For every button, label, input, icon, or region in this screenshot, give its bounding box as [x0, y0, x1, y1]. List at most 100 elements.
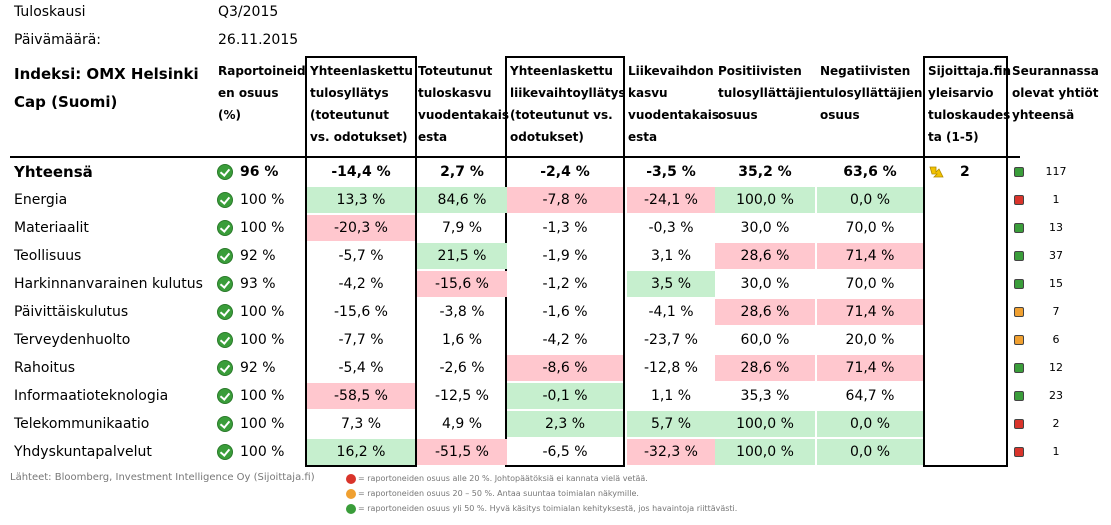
- positive-cell: 35,3 %: [740, 388, 790, 404]
- orange-status-icon: [346, 488, 356, 499]
- check-icon: [217, 444, 233, 460]
- company-count: 1: [1052, 193, 1060, 206]
- earnings-surprise-column-box: [305, 56, 417, 467]
- revenue-growth-cell: 3,1 %: [650, 248, 692, 264]
- sector-name: Informaatioteknologia: [14, 388, 169, 404]
- reported-share: 92 %: [240, 360, 276, 376]
- reported-share: 100 %: [240, 388, 285, 404]
- earnings-surprise-cell: -58,5 %: [307, 383, 415, 409]
- reported-share: 100 %: [240, 332, 285, 348]
- total-revenue-surprise: -2,4 %: [540, 164, 590, 180]
- total-revenue-growth: -3,5 %: [646, 164, 696, 180]
- reported-share: 93 %: [240, 276, 276, 292]
- table-row: Päivittäiskulutus 100 % -15,6 % -3,8 % -1,6 …: [0, 298, 1111, 326]
- legend-orange-text: = raportoneiden osuus 20 – 50 %. Antaa s…: [358, 489, 639, 498]
- revenue-growth-cell: -32,3 %: [627, 439, 715, 465]
- revenue-surprise-cell: -6,5 %: [542, 444, 588, 460]
- revenue-surprise-cell: 2,3 %: [507, 411, 623, 437]
- earnings-growth-cell: 7,9 %: [441, 220, 483, 236]
- legend-green-text: = raportoneiden osuus yli 50 %. Hyvä käs…: [358, 504, 738, 513]
- status-square-icon: [1014, 167, 1024, 177]
- date-value: 26.11.2015: [218, 32, 299, 48]
- sector-name: Yhdyskuntapalvelut: [14, 444, 152, 460]
- negative-cell: 71,4 %: [817, 355, 923, 381]
- earnings-growth-cell: -12,5 %: [435, 388, 489, 404]
- earnings-growth-cell: -3,8 %: [439, 304, 485, 320]
- check-icon: [217, 192, 233, 208]
- header-revenue-growth: Liikevaihdon kasvu vuodentakais esta: [628, 64, 720, 144]
- status-square-icon: [1014, 251, 1024, 261]
- status-square-icon: [1014, 391, 1024, 401]
- reported-share: 100 %: [240, 220, 285, 236]
- earnings-growth-cell: 4,9 %: [441, 416, 483, 432]
- earnings-growth-cell: -51,5 %: [417, 439, 507, 465]
- earnings-surprise-cell: -4,2 %: [338, 276, 384, 292]
- status-square-icon: [1014, 363, 1024, 373]
- check-icon: [217, 388, 233, 404]
- negative-cell: 64,7 %: [845, 388, 895, 404]
- period-label: Tuloskausi: [14, 4, 86, 20]
- check-icon: [217, 332, 233, 348]
- negative-cell: 0,0 %: [817, 187, 923, 213]
- header-earnings-growth: Toteutunut tuloskasvu vuodentakais esta: [418, 64, 510, 144]
- revenue-growth-cell: 5,7 %: [627, 411, 715, 437]
- legend-orange: = raportoneiden osuus 20 – 50 %. Antaa s…: [346, 487, 639, 501]
- header-divider: [10, 156, 1020, 158]
- company-count: 37: [1049, 249, 1063, 262]
- status-square-icon: [1014, 447, 1024, 457]
- negative-cell: 20,0 %: [845, 332, 895, 348]
- status-square-icon: [1014, 419, 1024, 429]
- total-row: Yhteensä 96 % -14,4 % 2,7 % -2,4 % -3,5 …: [0, 158, 1111, 186]
- status-square-icon: [1014, 335, 1024, 345]
- earnings-growth-cell: 21,5 %: [417, 243, 507, 269]
- revenue-surprise-cell: -8,6 %: [507, 355, 623, 381]
- earnings-surprise-cell: 16,2 %: [307, 439, 415, 465]
- total-reported: 96 %: [240, 164, 279, 180]
- table-row: Energia 100 % 13,3 % 84,6 % -7,8 % -24,1 % 100…: [0, 186, 1111, 214]
- reported-share: 100 %: [240, 444, 285, 460]
- revenue-growth-cell: -4,1 %: [648, 304, 694, 320]
- company-count: 13: [1049, 221, 1063, 234]
- total-earnings-growth: 2,7 %: [440, 164, 484, 180]
- table-row: Harkinnanvarainen kulutus 93 % -4,2 % -15,6…: [0, 270, 1111, 298]
- total-negative: 63,6 %: [843, 164, 897, 180]
- table-row: Materiaalit 100 % -20,3 % 7,9 % -1,3 % -0,3 %…: [0, 214, 1111, 242]
- check-icon: [217, 164, 233, 180]
- period-value: Q3/2015: [218, 4, 279, 20]
- table-row: Rahoitus 92 % -5,4 % -2,6 % -8,6 % -12,8 % 28,…: [0, 354, 1111, 382]
- sector-name: Materiaalit: [14, 220, 89, 236]
- check-icon: [217, 248, 233, 264]
- table-row: Terveydenhuolto 100 % -7,7 % 1,6 % -4,2 % -23…: [0, 326, 1111, 354]
- arrow-down-right-icon: [929, 166, 944, 178]
- revenue-surprise-cell: -1,9 %: [542, 248, 588, 264]
- sector-name: Päivittäiskulutus: [14, 304, 129, 320]
- check-icon: [217, 220, 233, 236]
- legend-red: = raportoneiden osuus alle 20 %. Johtopä…: [346, 472, 648, 486]
- sector-name: Rahoitus: [14, 360, 75, 376]
- positive-cell: 28,6 %: [715, 299, 815, 325]
- sijoittaja-column-box: [923, 56, 1008, 467]
- sector-name: Teollisuus: [14, 248, 82, 264]
- positive-cell: 28,6 %: [715, 355, 815, 381]
- status-square-icon: [1014, 279, 1024, 289]
- company-count: 6: [1052, 333, 1060, 346]
- date-label: Päivämäärä:: [14, 32, 101, 48]
- revenue-growth-cell: -24,1 %: [627, 187, 715, 213]
- negative-cell: 71,4 %: [817, 243, 923, 269]
- positive-cell: 100,0 %: [715, 187, 815, 213]
- reported-share: 100 %: [240, 416, 285, 432]
- index-title: Indeksi: OMX Helsinki Cap (Suomi): [14, 65, 199, 111]
- revenue-growth-cell: 1,1 %: [650, 388, 692, 404]
- earnings-growth-cell: -2,6 %: [439, 360, 485, 376]
- header-sijoittaja: Sijoittaja.fin yleisarvio tuloskaudes ta…: [928, 64, 1012, 144]
- positive-cell: 30,0 %: [740, 276, 790, 292]
- revenue-growth-cell: -12,8 %: [644, 360, 698, 376]
- company-count: 15: [1049, 277, 1063, 290]
- check-icon: [217, 360, 233, 376]
- total-earnings-surprise: -14,4 %: [331, 164, 391, 180]
- total-positive: 35,2 %: [738, 164, 792, 180]
- total-name: Yhteensä: [14, 163, 93, 181]
- header-reported: Raportoineid en osuus (%): [218, 64, 306, 122]
- earnings-growth-cell: -15,6 %: [417, 271, 507, 297]
- header-positive: Positiivisten tulosyllättäjien osuus: [718, 64, 821, 122]
